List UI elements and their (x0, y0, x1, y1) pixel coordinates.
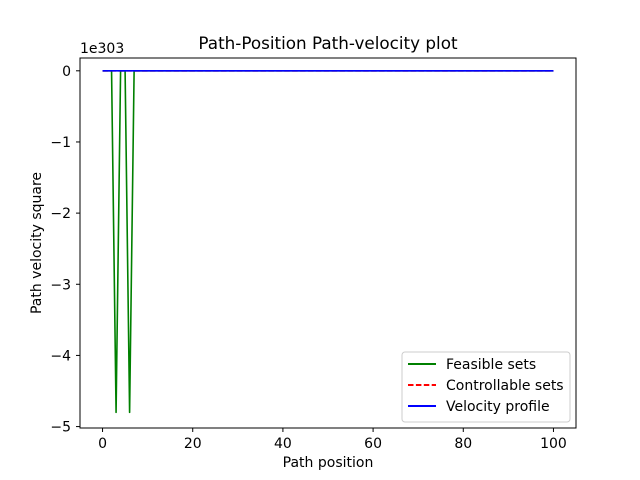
y-axis-label: Path velocity square (29, 172, 45, 314)
chart-title: Path-Position Path-velocity plot (198, 33, 458, 53)
axes-frame (79, 57, 577, 429)
x-tick-label: 20 (184, 436, 202, 452)
y-offset-text: 1e303 (80, 41, 124, 57)
legend-label-velocity-profile: Velocity profile (446, 399, 550, 415)
x-tick-label: 0 (98, 436, 107, 452)
y-tick-label: −1 (50, 135, 71, 151)
legend-label-feasible-sets: Feasible sets (446, 357, 536, 373)
x-tick-label: 100 (540, 436, 567, 452)
y-tick-label: −2 (50, 206, 71, 222)
legend: Feasible sets Controllable sets Velocity… (401, 351, 571, 423)
y-tick-label: −5 (50, 420, 71, 436)
ticks-layer: 0 20 40 60 80 100 0 −1 −2 −3 −4 −5 (50, 64, 566, 452)
x-axis-label: Path position (283, 455, 374, 471)
y-tick-label: −4 (50, 348, 71, 364)
y-tick-label: −3 (50, 277, 71, 293)
legend-label-controllable-sets: Controllable sets (446, 378, 564, 394)
legend-frame (401, 351, 571, 423)
plot-layer (102, 70, 554, 414)
x-tick-label: 40 (274, 436, 292, 452)
x-tick-label: 80 (454, 436, 472, 452)
x-tick-label: 60 (364, 436, 382, 452)
y-tick-label: 0 (62, 64, 71, 80)
